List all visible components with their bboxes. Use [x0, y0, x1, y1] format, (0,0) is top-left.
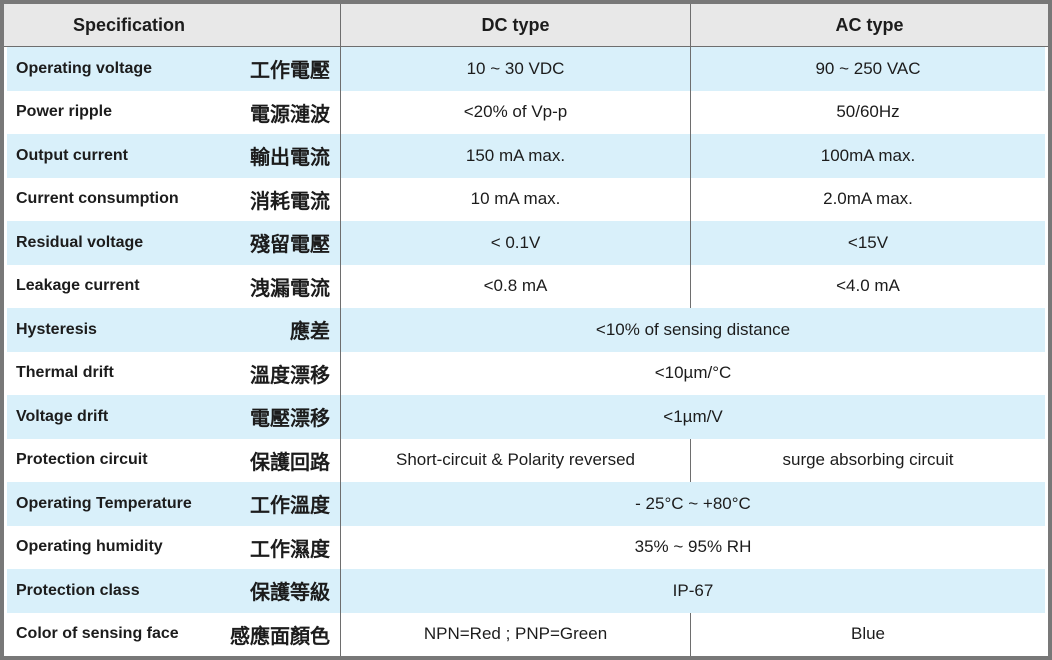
spec-cell: Residual voltage 殘留電壓: [7, 221, 341, 265]
spec-label-zh: 保護等級: [250, 582, 330, 605]
ac-value-cell: 2.0mA max.: [691, 177, 1045, 221]
merged-value-cell: - 25°C ~ +80°C: [341, 482, 1045, 526]
table-row-thermal-drift: Thermal drift 溫度漂移 <10µm/°C: [4, 351, 1048, 395]
table-row-operating-voltage: Operating voltage 工作電壓 10 ~ 30 VDC 90 ~ …: [4, 47, 1048, 91]
dc-value-cell: 150 mA max.: [341, 134, 691, 178]
spec-label-zh: 洩漏電流: [250, 277, 330, 300]
ac-value-cell: 50/60Hz: [691, 90, 1045, 134]
table-row-power-ripple: Power ripple 電源漣波 <20% of Vp-p 50/60Hz: [4, 90, 1048, 134]
spec-cell: Voltage drift 電壓漂移: [7, 395, 341, 439]
spec-label-en: Hysteresis: [16, 320, 97, 338]
dc-value-cell: <0.8 mA: [341, 264, 691, 308]
table-row-protection-circuit: Protection circuit 保護回路 Short-circuit & …: [4, 438, 1048, 482]
spec-label-en: Leakage current: [16, 277, 140, 295]
table-row-hysteresis: Hysteresis 應差 <10% of sensing distance: [4, 308, 1048, 352]
header-specification: Specification: [4, 4, 341, 46]
merged-value-cell: <10% of sensing distance: [341, 308, 1045, 352]
table-row-voltage-drift: Voltage drift 電壓漂移 <1µm/V: [4, 395, 1048, 439]
table-row-color-of-sensing-face: Color of sensing face 感應面顏色 NPN=Red ; PN…: [4, 612, 1048, 656]
ac-value-cell: <15V: [691, 221, 1045, 265]
dc-value-cell: <20% of Vp-p: [341, 90, 691, 134]
spec-label-zh: 工作濕度: [250, 538, 330, 561]
dc-value-cell: < 0.1V: [341, 221, 691, 265]
spec-label-zh: 應差: [290, 321, 330, 344]
table-header-row: Specification DC type AC type: [4, 4, 1048, 47]
spec-label-zh: 工作溫度: [250, 495, 330, 518]
spec-label-en: Current consumption: [16, 190, 179, 208]
spec-label-zh: 殘留電壓: [250, 234, 330, 257]
table-body: Operating voltage 工作電壓 10 ~ 30 VDC 90 ~ …: [4, 47, 1048, 656]
ac-value-cell: 90 ~ 250 VAC: [691, 47, 1045, 91]
spec-label-zh: 工作電壓: [250, 60, 330, 83]
dc-value-cell: NPN=Red ; PNP=Green: [341, 612, 691, 656]
dc-value-cell: Short-circuit & Polarity reversed: [341, 438, 691, 482]
header-ac-type: AC type: [835, 14, 904, 35]
spec-cell: Operating Temperature 工作溫度: [7, 482, 341, 526]
spec-cell: Operating voltage 工作電壓: [7, 47, 341, 91]
ac-value-cell: <4.0 mA: [691, 264, 1045, 308]
spec-cell: Protection circuit 保護回路: [7, 438, 341, 482]
spec-cell: Current consumption 消耗電流: [7, 177, 341, 221]
merged-value-cell: <10µm/°C: [341, 351, 1045, 395]
header-dc-type: DC type: [341, 4, 691, 46]
table-row-operating-humidity: Operating humidity 工作濕度 35% ~ 95% RH: [4, 525, 1048, 569]
merged-value-cell: 35% ~ 95% RH: [341, 525, 1045, 569]
header-specification-label: Specification: [72, 14, 186, 35]
spec-label-en: Power ripple: [16, 103, 113, 121]
spec-label-en: Color of sensing face: [16, 625, 179, 643]
spec-label-en: Operating voltage: [16, 59, 153, 77]
dc-value-cell: 10 ~ 30 VDC: [341, 47, 691, 91]
table-row-protection-class: Protection class 保護等級 IP-67: [4, 569, 1048, 613]
spec-label-en: Output current: [16, 146, 128, 164]
spec-label-en: Operating humidity: [16, 538, 163, 556]
spec-label-en: Protection circuit: [16, 451, 148, 469]
spec-cell: Protection class 保護等級: [7, 569, 341, 613]
spec-label-zh: 保護回路: [250, 451, 330, 474]
spec-cell: Color of sensing face 感應面顏色: [7, 612, 341, 656]
table-row-current-consumption: Current consumption 消耗電流 10 mA max. 2.0m…: [4, 177, 1048, 221]
spec-label-zh: 消耗電流: [250, 190, 330, 213]
spec-cell: Hysteresis 應差: [7, 308, 341, 352]
table-row-operating-temperature: Operating Temperature 工作溫度 - 25°C ~ +80°…: [4, 482, 1048, 526]
spec-label-en: Operating Temperature: [16, 494, 192, 512]
ac-value-cell: Blue: [691, 612, 1045, 656]
dc-value-cell: 10 mA max.: [341, 177, 691, 221]
spec-label-en: Voltage drift: [16, 407, 109, 425]
ac-value-cell: 100mA max.: [691, 134, 1045, 178]
merged-value-cell: IP-67: [341, 569, 1045, 613]
spec-cell: Output current 輸出電流: [7, 134, 341, 178]
table-row-residual-voltage: Residual voltage 殘留電壓 < 0.1V <15V: [4, 221, 1048, 265]
spec-label-zh: 電壓漂移: [250, 408, 330, 431]
spec-cell: Operating humidity 工作濕度: [7, 525, 341, 569]
spec-label-zh: 電源漣波: [250, 103, 330, 126]
spec-label-zh: 輸出電流: [250, 147, 330, 170]
spec-label-en: Protection class: [16, 581, 140, 599]
spec-cell: Thermal drift 溫度漂移: [7, 351, 341, 395]
ac-value-cell: surge absorbing circuit: [691, 438, 1045, 482]
spec-cell: Power ripple 電源漣波: [7, 90, 341, 134]
spec-label-zh: 溫度漂移: [250, 364, 330, 387]
spec-label-zh: 感應面顏色: [230, 625, 330, 648]
merged-value-cell: <1µm/V: [341, 395, 1045, 439]
spec-label-en: Residual voltage: [16, 233, 144, 251]
table-row-leakage-current: Leakage current 洩漏電流 <0.8 mA <4.0 mA: [4, 264, 1048, 308]
spec-cell: Leakage current 洩漏電流: [7, 264, 341, 308]
table-row-output-current: Output current 輸出電流 150 mA max. 100mA ma…: [4, 134, 1048, 178]
spec-label-en: Thermal drift: [16, 364, 114, 382]
